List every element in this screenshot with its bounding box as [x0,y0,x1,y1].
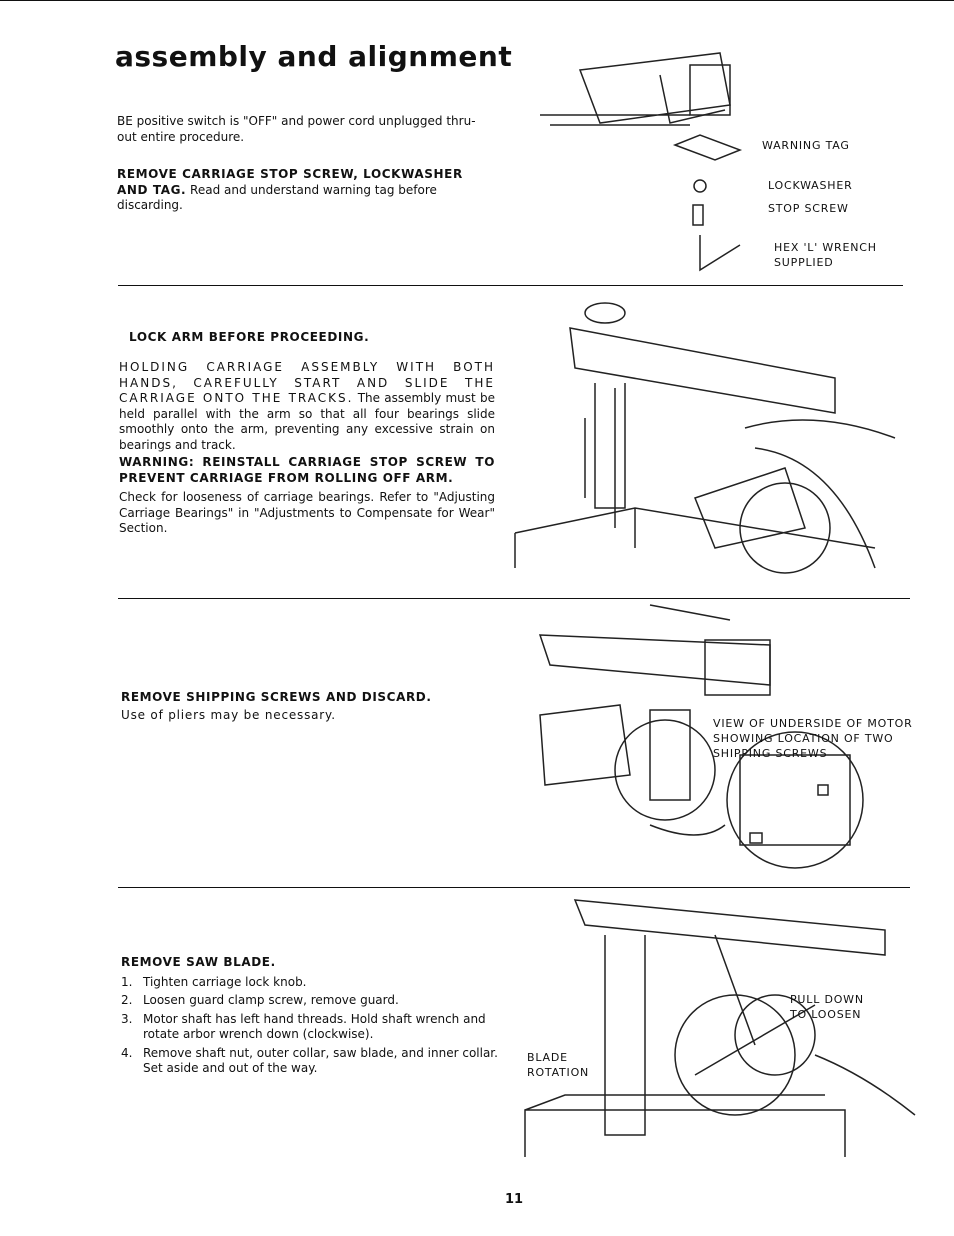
warning: WARNING: REINSTALL CARRIAGE STOP SCREW T… [119,455,495,485]
drawing-stroke [749,832,763,844]
step-text: Motor shaft has left hand threads. Hold … [143,1011,486,1042]
bold-lead: REMOVE CARRIAGE STOP SCREW, LOCKWASHER A… [117,167,463,197]
drawing-stroke [692,204,704,226]
heading: REMOVE SAW BLADE. [121,955,276,969]
drawing-stroke [538,604,771,686]
drawing-stroke [734,994,816,1076]
drawing-stroke [699,235,741,272]
section-rule [118,285,903,286]
drawing-stroke [514,507,876,568]
text: Read and understand warning tag before d… [117,182,437,213]
step-number: 2. [121,993,133,1007]
drawing-stroke [524,1094,846,1157]
section-1-text: BE positive switch is "OFF" and power co… [117,114,493,228]
step: 3. Motor shaft has left hand threads. Hol… [121,1012,499,1043]
text: The assembly must be held parallel with … [119,391,495,452]
drawing-stroke [817,784,829,796]
drawing-stroke [649,709,691,801]
section-2-text: HOLDING CARRIAGE ASSEMBLY WITH BOTH HAND… [119,360,495,551]
tools-illustration [540,52,743,272]
drawing-stroke [693,179,707,193]
page-title: assembly and alignment [115,40,513,73]
section-4-text: REMOVE SAW BLADE. 1. Tighten carriage loc… [121,955,499,1080]
paragraph: Check for looseness of carriage bearings… [119,490,495,535]
drawing-stroke [539,704,631,786]
drawing-stroke [540,52,731,126]
drawing-stroke [689,64,731,116]
callout-hex-wrench: HEX 'L' WRENCH SUPPLIED [774,241,877,269]
step: 1. Tighten carriage lock knob. [121,975,499,991]
step-text: Tighten carriage lock knob. [143,974,307,989]
section-3-text: REMOVE SHIPPING SCREWS AND DISCARD. Use … [121,690,432,723]
paragraph: HOLDING CARRIAGE ASSEMBLY WITH BOTH HAND… [119,360,495,453]
drawing-stroke [694,467,806,549]
paragraph: REMOVE CARRIAGE STOP SCREW, LOCKWASHER A… [117,167,493,214]
section-2-heading: LOCK ARM BEFORE PROCEEDING. [129,330,369,346]
drawing-stroke [584,302,626,324]
heading: LOCK ARM BEFORE PROCEEDING. [129,330,370,344]
callout-pull-down: PULL DOWN TO LOOSEN [790,993,864,1021]
shipping-screws-illustration [538,604,864,869]
drawing-stroke [573,899,886,1136]
paragraph: BE positive switch is "OFF" and power co… [117,114,476,144]
drawing-stroke [739,482,831,574]
drawing-stroke [649,824,726,836]
section-rule [118,887,910,888]
callout-warning-tag: WARNING TAG [762,139,850,152]
step-number: 3. [121,1011,133,1026]
drawing-stroke [674,994,796,1116]
saw-blade-illustration [524,899,916,1157]
drawing-stroke [569,327,836,528]
carriage-illustration [514,302,896,574]
step-number: 4. [121,1045,133,1060]
drawing-stroke [694,934,916,1116]
callout-blade-rotation: BLADE ROTATION [527,1051,590,1079]
callout-underside: VIEW OF UNDERSIDE OF MOTOR SHOWING LOCAT… [713,717,913,760]
callout-lockwasher: LOCKWASHER [768,179,853,192]
page-number: 11 [505,1192,524,1207]
drawing-stroke [726,731,864,869]
callout-stop-screw: STOP SCREW [768,202,849,215]
drawing-stroke [672,134,743,161]
step: 4. Remove shaft nut, outer collar, saw bl… [121,1046,499,1077]
section-rule [118,598,910,599]
step-text: Loosen guard clamp screw, remove guard. [143,993,399,1007]
spaced-lead: HOLDING CARRIAGE ASSEMBLY WITH BOTH HAND… [119,360,495,405]
heading: REMOVE SHIPPING SCREWS AND DISCARD. [121,690,432,704]
drawing-stroke [739,754,851,846]
top-rule [0,0,954,1]
drawing-stroke [744,419,896,569]
paragraph: Use of pliers may be necessary. [121,707,336,722]
step-number: 1. [121,974,133,989]
drawing-stroke [704,639,771,696]
step: 2. Loosen guard clamp screw, remove guard… [121,993,499,1009]
step-text: Remove shaft nut, outer collar, saw blad… [143,1045,498,1076]
drawing-stroke [614,719,716,821]
